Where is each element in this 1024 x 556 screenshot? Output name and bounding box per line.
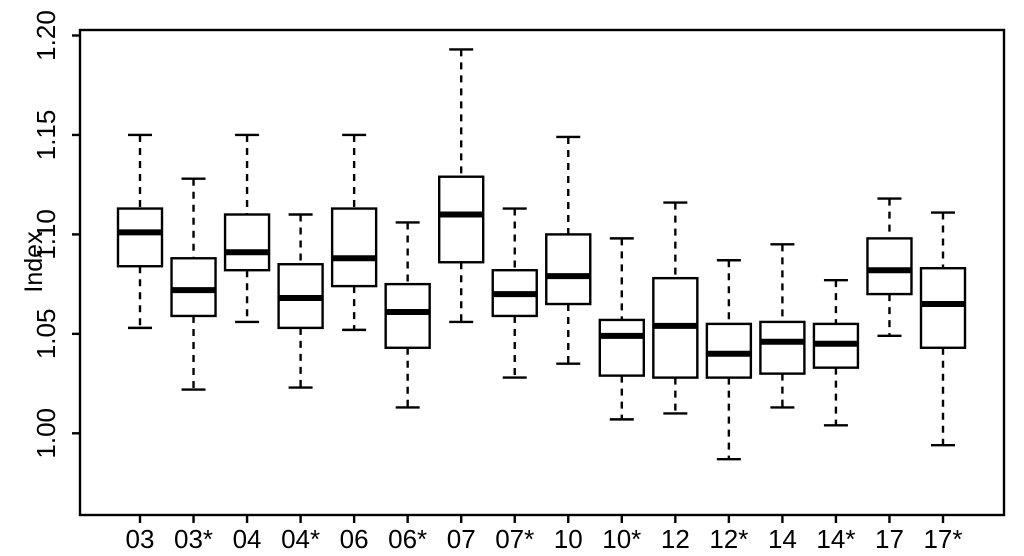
x-tick-label: 06 (340, 524, 369, 554)
x-tick-label: 14 (768, 524, 797, 554)
plot-border (78, 28, 1006, 517)
x-tick-label: 10 (554, 524, 583, 554)
box-group-04 (223, 133, 271, 324)
box-group-14* (812, 278, 860, 427)
y-axis-title: Index (20, 231, 48, 293)
iqr-box (223, 213, 271, 272)
x-tick-label: 12* (709, 524, 748, 554)
x-tick-label: 12 (661, 524, 690, 554)
iqr-box (759, 320, 806, 375)
x-tick-label: 10* (602, 524, 641, 554)
y-tick-label: 1.10 (31, 209, 61, 260)
y-tick-label: 1.15 (31, 110, 61, 161)
x-tick-label: 17 (875, 524, 904, 554)
y-tick-label: 1.05 (31, 309, 61, 360)
y-tick-label: 1.00 (31, 408, 61, 459)
x-tick-label: 04 (233, 524, 262, 554)
x-tick-label: 07* (495, 524, 534, 554)
box-group-03* (170, 177, 217, 391)
box-group-06 (330, 133, 378, 332)
x-tick-label: 14* (816, 524, 855, 554)
x-tick-label: 03* (174, 524, 213, 554)
box-group-12* (705, 259, 753, 461)
box-group-07 (438, 48, 485, 324)
iqr-box (116, 207, 164, 268)
x-tick-label: 17* (923, 524, 962, 554)
x-tick-label: 06* (388, 524, 427, 554)
box-group-17 (866, 197, 913, 338)
iqr-box (545, 233, 592, 306)
x-tick-label: 03 (126, 524, 155, 554)
box-group-03 (116, 133, 164, 330)
box-group-14 (759, 243, 806, 409)
iqr-box (384, 282, 431, 349)
box-group-12 (652, 201, 699, 415)
iqr-box (866, 237, 913, 296)
iqr-box (438, 175, 485, 264)
box-group-10 (545, 135, 592, 365)
box-group-17* (919, 211, 967, 447)
box-group-10* (598, 237, 645, 421)
iqr-box (919, 267, 967, 349)
iqr-box (598, 318, 645, 377)
x-tick-label: 07 (447, 524, 476, 554)
box-group-07* (491, 207, 538, 379)
x-tick-label: 04* (281, 524, 320, 554)
iqr-box (330, 207, 378, 288)
box-group-06* (384, 221, 431, 409)
box-group-04* (277, 213, 324, 389)
y-tick-label: 1.20 (31, 10, 61, 61)
